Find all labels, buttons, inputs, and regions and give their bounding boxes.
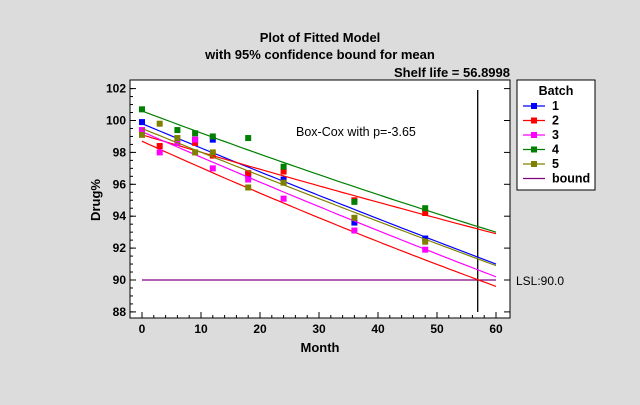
lsl-label: LSL:90.0 [516,274,564,288]
data-point-3 [280,195,287,202]
data-point-3 [192,136,199,143]
x-tick-label: 60 [489,322,503,336]
chart-title: Plot of Fitted Model [260,30,381,45]
y-tick-label: 92 [113,241,127,255]
data-point-5 [422,238,429,245]
data-point-1 [209,136,216,143]
legend-marker-1 [531,103,537,109]
legend-title: Batch [539,84,574,98]
legend-marker-3 [531,132,537,138]
x-tick-label: 20 [253,322,267,336]
data-point-3 [156,149,163,156]
data-point-4 [192,130,199,137]
y-tick-label: 90 [113,273,127,287]
data-point-5 [139,131,145,138]
data-point-3 [139,127,145,134]
data-point-5 [351,214,358,221]
chart-subtitle: with 95% confidence bound for mean [204,47,435,62]
x-tick-label: 50 [430,322,444,336]
data-point-4 [351,198,358,205]
data-point-5 [245,184,252,191]
legend-label-5: 5 [552,157,559,171]
data-point-5 [209,149,216,156]
data-point-5 [280,179,287,186]
data-point-2 [156,143,163,150]
x-tick-label: 40 [371,322,385,336]
data-point-2 [209,152,216,159]
legend-marker-5 [531,161,537,167]
data-point-2 [422,210,429,217]
legend-label-4: 4 [552,143,559,157]
data-point-1 [139,119,145,126]
annotation: Box-Cox with p=-3.65 [296,125,416,139]
bound-curve [141,140,497,287]
x-tick-label: 10 [194,322,208,336]
data-point-3 [209,165,216,172]
legend-marker-2 [531,117,537,124]
y-tick-label: 96 [113,177,127,191]
x-axis-label: Month [301,340,340,355]
data-point-4 [139,106,145,113]
legend-label-3: 3 [552,128,559,142]
y-tick-label: 94 [113,209,127,223]
data-point-2 [245,170,252,177]
data-point-4 [280,163,287,170]
data-point-4 [422,205,429,212]
data-point-1 [351,219,358,226]
legend-label-2: 2 [552,114,559,128]
x-tick-label: 30 [312,322,326,336]
y-tick-label: 100 [106,114,126,128]
fit-line-5 [141,127,497,267]
data-point-4 [209,133,216,140]
fit-line-4 [141,110,497,233]
data-point-4 [174,127,181,134]
data-point-5 [192,149,199,156]
data-point-1 [422,235,429,242]
y-tick-label: 102 [106,82,126,96]
y-axis-label: Drug% [88,179,103,221]
fit-line-3 [141,131,497,278]
data-point-5 [156,120,163,127]
y-tick-label: 88 [113,305,127,319]
data-point-1 [280,176,287,183]
data-point-4 [245,135,252,142]
data-point-2 [280,168,287,175]
data-point-5 [174,135,181,142]
data-point-2 [192,139,199,146]
legend-marker-4 [531,146,537,153]
data-point-3 [351,227,358,234]
data-point-3 [245,176,252,183]
shelf-life-label: Shelf life = 56.8998 [394,65,510,80]
data-point-3 [422,246,429,253]
legend-label-1: 1 [552,99,559,113]
y-tick-label: 98 [113,145,127,159]
legend-label-bound: bound [552,172,590,186]
x-tick-label: 0 [139,322,146,336]
fit-line-1 [141,123,497,265]
